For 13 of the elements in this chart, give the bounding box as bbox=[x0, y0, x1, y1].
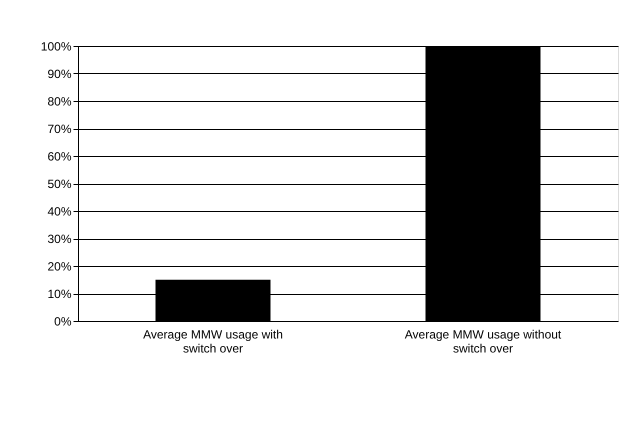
y-tick-label: 100% bbox=[40, 40, 72, 54]
y-tick-label: 80% bbox=[47, 94, 72, 108]
x-tick-label: Average MMW usage without switch over bbox=[404, 328, 562, 356]
y-tick-label: 40% bbox=[47, 204, 72, 218]
y-tick-label: 60% bbox=[47, 150, 72, 164]
y-tick-label: 20% bbox=[47, 260, 72, 274]
y-tick-label: 70% bbox=[47, 122, 72, 136]
y-tick-label: 10% bbox=[47, 287, 72, 301]
x-tick-label: Average MMW usage with switch over bbox=[143, 328, 283, 356]
y-tick-label: 90% bbox=[47, 67, 72, 81]
y-tick-label: 0% bbox=[54, 314, 72, 328]
y-tick-label: 50% bbox=[47, 177, 72, 191]
y-tick-label: 30% bbox=[47, 232, 72, 246]
